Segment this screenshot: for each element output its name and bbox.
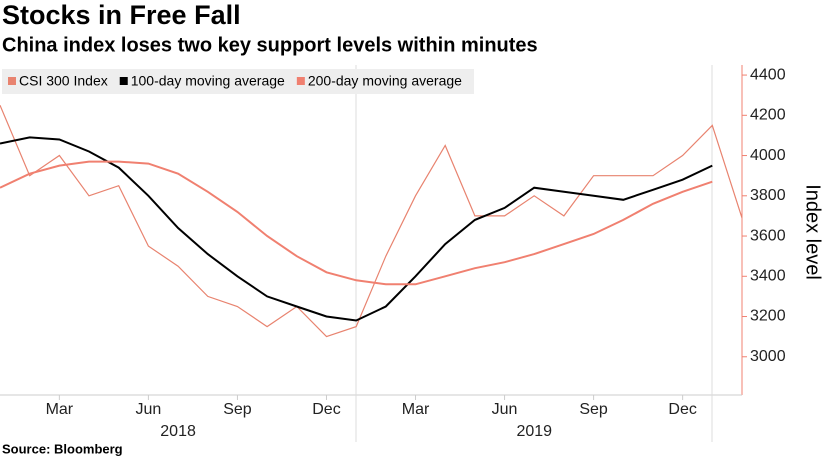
legend-swatch (119, 77, 128, 85)
x-tick-label: Mar (46, 401, 74, 418)
chart-title: Stocks in Free Fall (2, 0, 241, 30)
y-tick-label: 3800 (750, 187, 786, 204)
x-tick-label: Jun (136, 401, 162, 418)
x-tick-label: Sep (579, 401, 608, 418)
y-tick-label: 4200 (750, 107, 786, 124)
source: Source: Bloomberg (2, 441, 123, 456)
x-tick-label: Mar (402, 401, 430, 418)
series-line (0, 160, 713, 286)
legend-label: 100-day moving average (131, 73, 285, 89)
y-tick-label: 4400 (750, 66, 786, 83)
chart-subtitle: China index loses two key support levels… (2, 34, 538, 56)
x-tick-label: Sep (223, 401, 252, 418)
x-tick-label: Dec (668, 401, 696, 418)
y-tick-label: 4000 (750, 147, 786, 164)
x-tick-label: Jun (492, 401, 518, 418)
y-axis-title: Index level (802, 184, 824, 280)
y-tick-label: 3400 (750, 267, 786, 284)
legend-label: 200-day moving average (308, 73, 462, 89)
plot-area (0, 65, 742, 395)
x-group-label: 2019 (516, 423, 552, 440)
x-tick-label: Dec (312, 401, 340, 418)
series-line (0, 104, 743, 338)
legend-swatch (296, 77, 305, 85)
y-tick-label: 3200 (750, 308, 786, 325)
legend: CSI 300 Index 100-day moving average 200-d… (2, 69, 474, 94)
y-tick-label: 3600 (750, 227, 786, 244)
legend-background (2, 69, 474, 94)
y-tick-label: 3000 (750, 348, 786, 365)
series-line (0, 136, 713, 322)
legend-label: CSI 300 Index (19, 73, 108, 89)
legend-swatch (8, 77, 16, 85)
x-group-label: 2018 (160, 423, 196, 440)
